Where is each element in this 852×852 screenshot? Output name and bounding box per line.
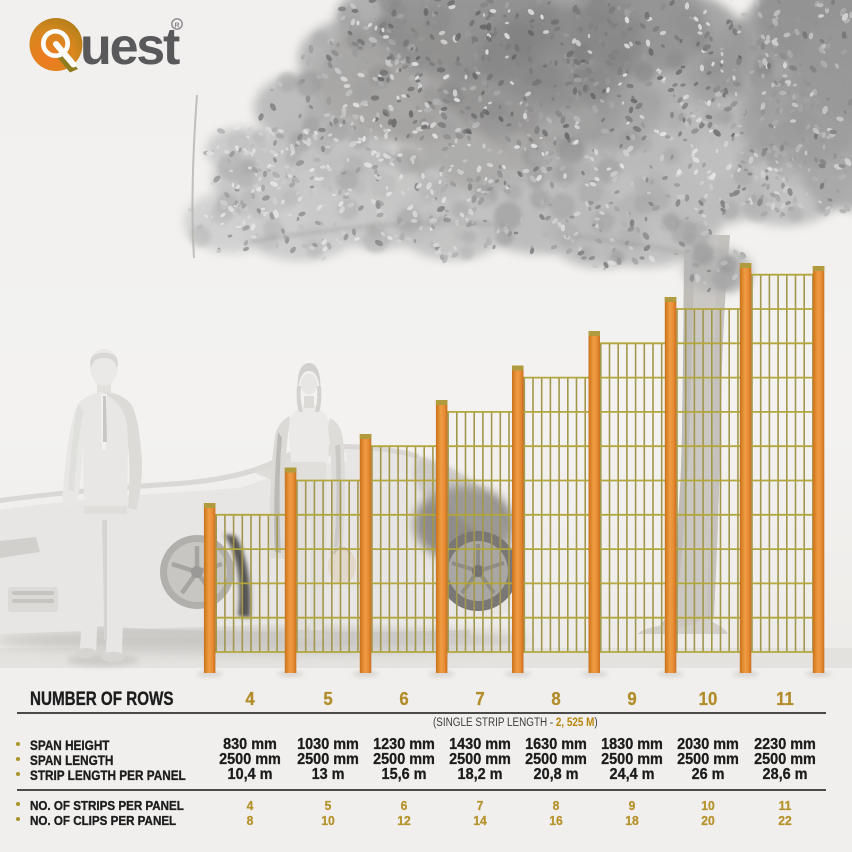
svg-text:uest: uest	[80, 18, 180, 76]
svg-text:R: R	[174, 23, 179, 30]
